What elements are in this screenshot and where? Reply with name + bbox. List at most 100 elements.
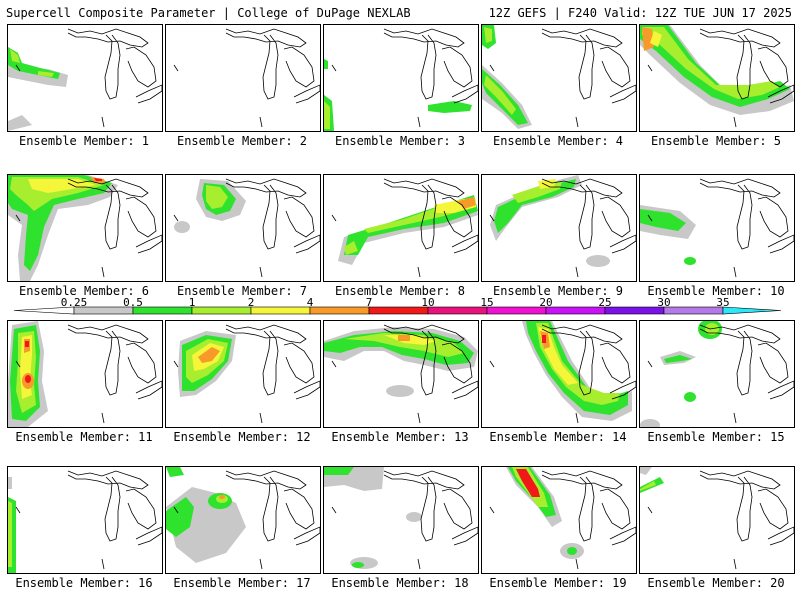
great-lakes-outline xyxy=(736,476,753,542)
ensemble-member-map xyxy=(165,320,321,428)
great-lakes-outline xyxy=(262,34,279,100)
ensemble-member-label: Ensemble Member: 13 xyxy=(331,430,469,444)
coastline-segment xyxy=(647,360,653,368)
great-lakes-outline xyxy=(451,380,478,400)
scp-contour-area xyxy=(25,341,29,347)
great-lakes-outline xyxy=(541,324,623,344)
great-lakes-outline xyxy=(767,380,794,400)
great-lakes-outline xyxy=(541,28,623,48)
great-lakes-outline xyxy=(135,526,162,546)
scp-contour-area xyxy=(640,467,652,475)
ensemble-member-label: Ensemble Member: 10 xyxy=(647,284,785,298)
scp-contour-map xyxy=(640,178,794,278)
coastline-segment xyxy=(647,64,653,72)
ensemble-member-map xyxy=(323,320,479,428)
scp-contour-map xyxy=(640,321,794,427)
great-lakes-outline xyxy=(609,234,636,254)
great-lakes-outline xyxy=(293,84,320,104)
ensemble-member-map xyxy=(7,24,163,132)
scp-contour-map xyxy=(8,470,162,573)
scp-contour-area xyxy=(38,71,54,77)
ensemble-member-label: Ensemble Member: 14 xyxy=(489,430,627,444)
scp-contour-area xyxy=(398,335,410,341)
great-lakes-outline xyxy=(757,488,789,530)
great-lakes-outline xyxy=(699,28,781,48)
ensemble-member-map xyxy=(323,24,479,132)
great-lakes-outline xyxy=(420,330,437,396)
scp-contour-area xyxy=(8,501,12,567)
great-lakes-outline xyxy=(125,196,157,238)
great-lakes-outline xyxy=(104,184,121,250)
scp-contour-area xyxy=(174,221,190,233)
great-lakes-outline xyxy=(383,470,465,490)
colorbar-segment xyxy=(663,306,724,315)
great-lakes-outline xyxy=(736,184,753,250)
coastline-segment xyxy=(331,64,337,72)
scp-contour-area xyxy=(542,335,546,343)
scp-contour-map xyxy=(8,175,162,281)
ensemble-member-label: Ensemble Member: 19 xyxy=(489,576,627,590)
scp-contour-area xyxy=(642,27,654,51)
ensemble-member-label: Ensemble Member: 18 xyxy=(331,576,469,590)
great-lakes-outline xyxy=(293,380,320,400)
scp-contour-area xyxy=(198,347,220,363)
great-lakes-outline xyxy=(736,330,753,396)
great-lakes-outline xyxy=(699,178,781,198)
great-lakes-outline xyxy=(599,488,631,530)
scp-contour-map xyxy=(8,321,162,427)
great-lakes-outline xyxy=(699,470,781,490)
scp-contour-area xyxy=(219,495,225,499)
scp-contour-map xyxy=(166,467,320,570)
great-lakes-outline xyxy=(262,184,279,250)
scp-contour-area xyxy=(567,547,577,555)
scp-contour-area xyxy=(640,209,686,231)
great-lakes-outline xyxy=(736,34,753,100)
colorbar-tick-label: 25 xyxy=(598,296,612,309)
scp-contour-map xyxy=(173,324,320,424)
coastline-segment xyxy=(173,506,179,514)
scp-contour-area xyxy=(324,59,328,69)
scp-contour-map xyxy=(8,28,162,131)
colorbar-segment xyxy=(604,306,665,315)
great-lakes-outline xyxy=(383,28,465,48)
great-lakes-outline xyxy=(767,526,794,546)
scp-contour-area xyxy=(324,467,354,475)
colorbar-tick-label: 15 xyxy=(480,296,494,309)
coastline-segment xyxy=(15,360,21,368)
scp-contour-map xyxy=(324,467,478,570)
scp-contour-area xyxy=(8,47,60,79)
colorbar-tick-label: 35 xyxy=(716,296,730,309)
colorbar-tick-label: 1 xyxy=(188,296,196,309)
scp-contour-area xyxy=(166,497,194,537)
great-lakes-outline xyxy=(541,470,623,490)
scp-contour-map xyxy=(482,25,636,129)
coastline-segment xyxy=(647,506,653,514)
coastline-segment xyxy=(489,506,495,514)
scp-contour-area xyxy=(484,27,492,43)
ensemble-member-map xyxy=(165,174,321,282)
scp-contour-area xyxy=(344,241,358,255)
ensemble-member-map xyxy=(481,24,637,132)
coastline-segment xyxy=(647,214,653,222)
scp-contour-map xyxy=(324,28,478,131)
colorbar-segment xyxy=(368,306,429,315)
ensemble-member-label: Ensemble Member: 7 xyxy=(176,284,308,298)
ensemble-member-label: Ensemble Member: 1 xyxy=(18,134,150,148)
great-lakes-outline xyxy=(125,46,157,88)
ensemble-member-map xyxy=(323,174,479,282)
great-lakes-outline xyxy=(125,488,157,530)
ensemble-member-label: Ensemble Member: 9 xyxy=(492,284,624,298)
coastline-segment xyxy=(259,266,263,278)
scp-contour-area xyxy=(206,185,228,209)
great-lakes-outline xyxy=(383,178,465,198)
great-lakes-outline xyxy=(451,526,478,546)
coastline-segment xyxy=(417,266,421,278)
great-lakes-outline xyxy=(104,34,121,100)
coastline-segment xyxy=(331,214,337,222)
colorbar-tick-label: 0.5 xyxy=(123,296,143,309)
coastline-segment xyxy=(733,266,737,278)
colorbar-tick-label: 10 xyxy=(421,296,435,309)
scp-contour-area xyxy=(8,115,32,131)
coastline-segment xyxy=(101,266,105,278)
great-lakes-outline xyxy=(599,342,631,384)
